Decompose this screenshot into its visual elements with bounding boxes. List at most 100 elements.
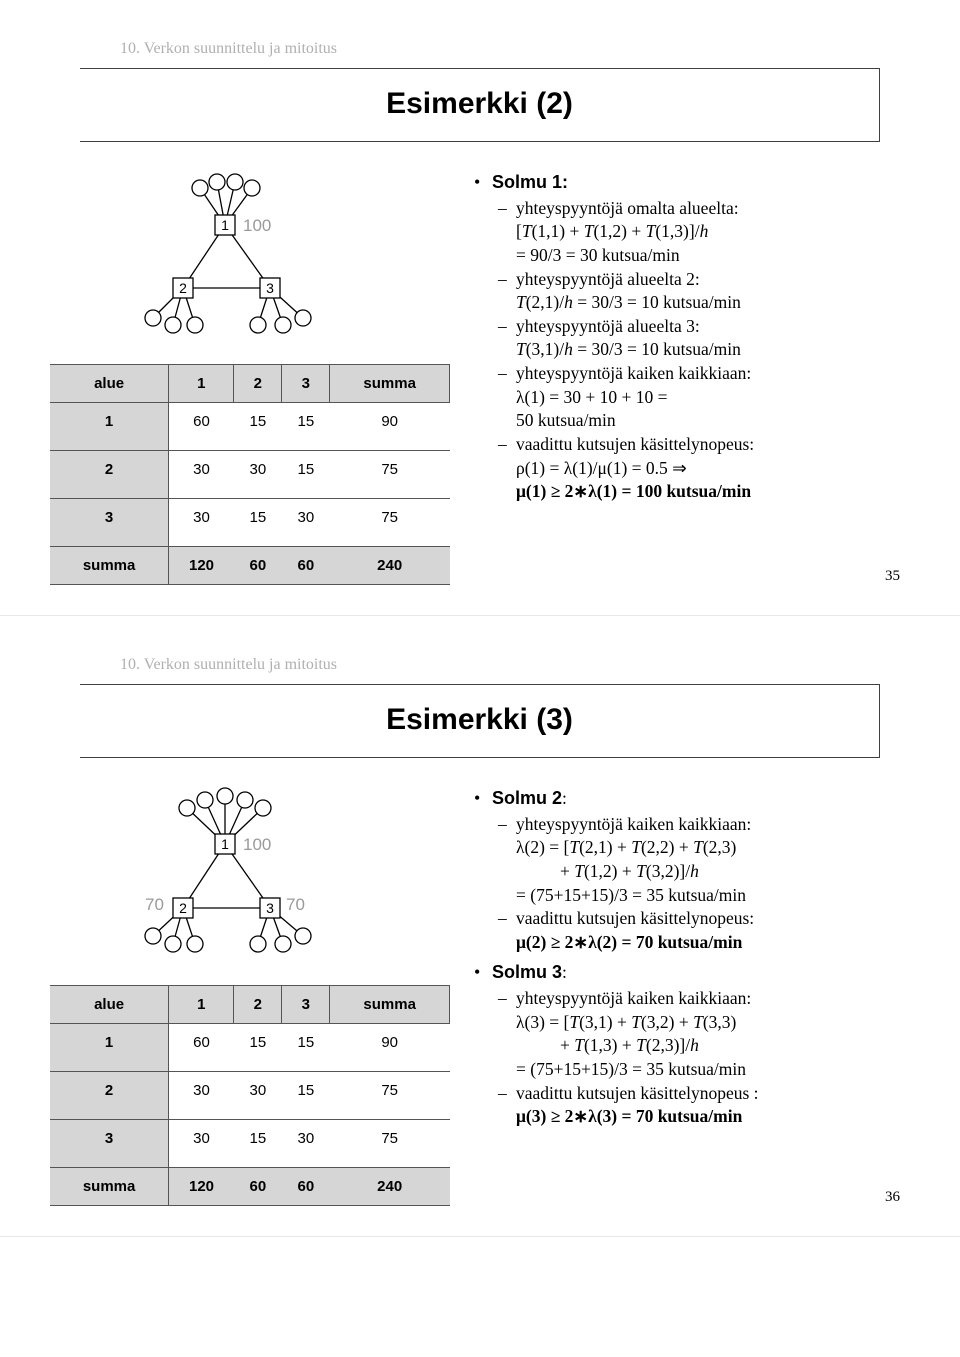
bullet-list: Solmu 1: yhteyspyyntöjä omalta alueelta:… <box>470 170 910 504</box>
table-cell: 30 <box>169 1120 234 1168</box>
table-cell: 15 <box>234 403 282 451</box>
table-cell: 30 <box>234 451 282 499</box>
table-cell: 60 <box>282 1168 330 1206</box>
table-row: 330153075 <box>50 499 450 547</box>
table-header: 3 <box>282 365 330 403</box>
table-cell: summa <box>50 547 169 585</box>
dash-item: vaadittu kutsujen käsittelynopeus :μ(3) … <box>492 1082 910 1129</box>
dash-list: yhteyspyyntöjä kaiken kaikkiaan:λ(3) = [… <box>492 987 910 1129</box>
slide-35: 10. Verkon suunnittelu ja mitoitus Esime… <box>0 0 960 616</box>
page-number: 35 <box>885 568 900 585</box>
svg-text:2: 2 <box>179 900 187 916</box>
table-header: 3 <box>282 986 330 1024</box>
table-cell: 90 <box>330 403 450 451</box>
table-cell: 120 <box>169 1168 234 1206</box>
dash-item: yhteyspyyntöjä kaiken kaikkiaan:λ(3) = [… <box>492 987 910 1082</box>
dash-item: yhteyspyyntöjä kaiken kaikkiaan:λ(2) = [… <box>492 813 910 908</box>
table-cell: 2 <box>50 451 169 499</box>
table-cell: 30 <box>234 1072 282 1120</box>
bullet-solmu1: Solmu 1: yhteyspyyntöjä omalta alueelta:… <box>470 170 910 504</box>
bullet-item: Solmu 3:yhteyspyyntöjä kaiken kaikkiaan:… <box>470 960 910 1128</box>
table-cell: 75 <box>330 451 450 499</box>
table-cell: 15 <box>234 1024 282 1072</box>
table-cell: 60 <box>282 547 330 585</box>
traffic-table: alue123summa160151590230301575330153075s… <box>50 985 450 1206</box>
chapter-label: 10. Verkon suunnittelu ja mitoitus <box>120 40 910 58</box>
table-cell: summa <box>50 1168 169 1206</box>
svg-text:70: 70 <box>286 895 305 914</box>
content-row: 123100 alue123summa160151590230301575330… <box>50 170 910 585</box>
table-header: 2 <box>234 365 282 403</box>
slide-36: 10. Verkon suunnittelu ja mitoitus Esime… <box>0 616 960 1237</box>
table-row: 160151590 <box>50 1024 450 1072</box>
table-cell: 60 <box>169 1024 234 1072</box>
table-cell: 75 <box>330 499 450 547</box>
right-column: Solmu 1: yhteyspyyntöjä omalta alueelta:… <box>470 170 910 585</box>
table-cell: 3 <box>50 499 169 547</box>
svg-text:3: 3 <box>266 900 274 916</box>
table-cell: 30 <box>169 1072 234 1120</box>
table-cell: 240 <box>330 547 450 585</box>
table-cell: 30 <box>169 451 234 499</box>
dash-item: yhteyspyyntöjä alueelta 3:T(3,1)/h = 30/… <box>492 315 910 362</box>
table-cell: 60 <box>169 403 234 451</box>
page-number: 36 <box>885 1189 900 1206</box>
table-cell: 15 <box>282 1024 330 1072</box>
table-row: 230301575 <box>50 1072 450 1120</box>
table-cell: 1 <box>50 403 169 451</box>
dash-item: yhteyspyyntöjä kaiken kaikkiaan:λ(1) = 3… <box>492 362 910 433</box>
table-header: 2 <box>234 986 282 1024</box>
slide-title: Esimerkki (3) <box>80 703 879 737</box>
table-cell: 120 <box>169 547 234 585</box>
title-box: Esimerkki (2) <box>80 68 880 142</box>
table-header: alue <box>50 365 169 403</box>
svg-text:100: 100 <box>243 216 271 235</box>
dash-list: yhteyspyyntöjä omalta alueelta:[T(1,1) +… <box>492 197 910 504</box>
table-row: summa1206060240 <box>50 1168 450 1206</box>
table-cell: 15 <box>282 1072 330 1120</box>
table-header: 1 <box>169 986 234 1024</box>
table-cell: 1 <box>50 1024 169 1072</box>
table-cell: 15 <box>282 403 330 451</box>
table-header: summa <box>330 365 450 403</box>
traffic-table: alue123summa160151590230301575330153075s… <box>50 364 450 585</box>
table-cell: 3 <box>50 1120 169 1168</box>
right-column: Solmu 2:yhteyspyyntöjä kaiken kaikkiaan:… <box>470 786 910 1206</box>
table-cell: 30 <box>282 1120 330 1168</box>
svg-text:2: 2 <box>179 280 187 296</box>
chapter-label: 10. Verkon suunnittelu ja mitoitus <box>120 656 910 674</box>
svg-text:3: 3 <box>266 280 274 296</box>
table-row: summa1206060240 <box>50 547 450 585</box>
svg-text:70: 70 <box>145 895 164 914</box>
title-box: Esimerkki (3) <box>80 684 880 758</box>
left-column: 123100 alue123summa160151590230301575330… <box>50 170 450 585</box>
table-cell: 30 <box>169 499 234 547</box>
bullet-title: Solmu 1 <box>492 172 562 192</box>
svg-text:100: 100 <box>243 835 271 854</box>
table-row: 230301575 <box>50 451 450 499</box>
table-header: summa <box>330 986 450 1024</box>
svg-text:1: 1 <box>221 836 229 852</box>
content-row: 1231007070 alue123summa16015159023030157… <box>50 786 910 1206</box>
table-cell: 60 <box>234 547 282 585</box>
dash-item: yhteyspyyntöjä alueelta 2:T(2,1)/h = 30/… <box>492 268 910 315</box>
dash-item: vaadittu kutsujen käsittelynopeus:ρ(1) =… <box>492 433 910 504</box>
network-diagram: 1 2 3 100 <box>100 170 400 350</box>
table-cell: 30 <box>282 499 330 547</box>
table-cell: 60 <box>234 1168 282 1206</box>
table-cell: 240 <box>330 1168 450 1206</box>
table-row: 330153075 <box>50 1120 450 1168</box>
dash-item: yhteyspyyntöjä omalta alueelta:[T(1,1) +… <box>492 197 910 268</box>
bullet-item: Solmu 2:yhteyspyyntöjä kaiken kaikkiaan:… <box>470 786 910 954</box>
table-cell: 15 <box>234 499 282 547</box>
svg-text:1: 1 <box>221 217 229 233</box>
table-cell: 2 <box>50 1072 169 1120</box>
table-cell: 15 <box>282 451 330 499</box>
left-column: 1231007070 alue123summa16015159023030157… <box>50 786 450 1206</box>
table-header: alue <box>50 986 169 1024</box>
dash-list: yhteyspyyntöjä kaiken kaikkiaan:λ(2) = [… <box>492 813 910 955</box>
table-cell: 15 <box>234 1120 282 1168</box>
network-diagram: 1 2 3 100 70 70 <box>100 786 400 971</box>
bullet-list: Solmu 2:yhteyspyyntöjä kaiken kaikkiaan:… <box>470 786 910 1129</box>
table-cell: 90 <box>330 1024 450 1072</box>
